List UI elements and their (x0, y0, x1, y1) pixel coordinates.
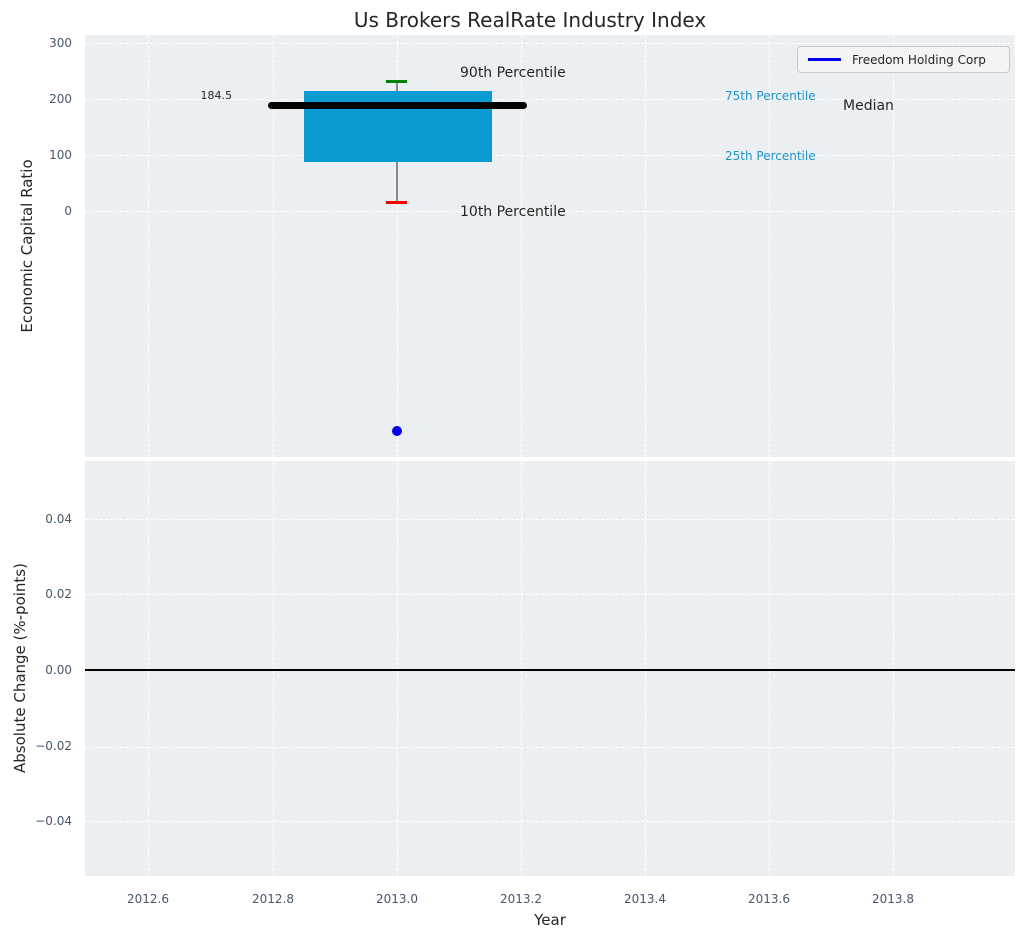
x-tick-label: 2012.6 (127, 892, 169, 906)
y-axis-label-bottom: Absolute Change (%-points) (11, 563, 29, 773)
gridline-h-0 (85, 211, 1015, 212)
x-tick-label: 2013.2 (500, 892, 542, 906)
y-tick-label: 0 (64, 204, 72, 218)
cap-90th-percentile (386, 80, 407, 83)
legend-line-swatch (808, 58, 841, 61)
x-tick-label: 2012.8 (252, 892, 294, 906)
gridline-h-0.04 (85, 519, 1015, 520)
y-tick-label: 0.04 (45, 512, 72, 526)
gridline-h-200 (85, 99, 1015, 100)
gridline-v-2013.2 (521, 35, 522, 457)
y-tick-label: 0.02 (45, 587, 72, 601)
legend: Freedom Holding Corp (797, 46, 1010, 73)
y-axis-label-top: Economic Capital Ratio (18, 159, 36, 333)
gridline-v-2013.4 (645, 461, 646, 876)
y-tick-label: 300 (49, 36, 72, 50)
gridline-v-2013.0 (397, 35, 398, 457)
gridline-v-2012.8 (273, 461, 274, 876)
y-tick-label: 100 (49, 148, 72, 162)
annotation-median: Median (843, 98, 894, 114)
gridline-h--0.04 (85, 821, 1015, 822)
chart-title: Us Brokers RealRate Industry Index (353, 8, 707, 32)
x-tick-label: 2013.8 (872, 892, 914, 906)
gridline-h-0.02 (85, 594, 1015, 595)
annotation-10th-percentile: 10th Percentile (460, 204, 566, 220)
gridline-v-2013.8 (893, 35, 894, 457)
y-tick-label: −0.04 (35, 814, 72, 828)
axes-absolute-change (85, 461, 1015, 876)
gridline-v-2013.6 (769, 461, 770, 876)
gridline-h--0.02 (85, 747, 1015, 748)
y-tick-label: −0.02 (35, 739, 72, 753)
gridline-v-2013.0 (397, 461, 398, 876)
x-axis-label: Year (534, 911, 566, 929)
gridline-v-2012.8 (273, 35, 274, 457)
annotation-90th-percentile: 90th Percentile (460, 65, 566, 81)
gridline-v-2013.8 (893, 461, 894, 876)
cap-10th-percentile (386, 201, 407, 204)
median-line (268, 102, 527, 109)
gridline-h-100 (85, 155, 1015, 156)
gridline-v-2013.4 (645, 35, 646, 457)
gridline-v-2012.6 (148, 35, 149, 457)
x-tick-label: 2013.4 (624, 892, 666, 906)
gridline-v-2013.6 (769, 35, 770, 457)
gridline-h-300 (85, 43, 1015, 44)
x-tick-label: 2013.0 (376, 892, 418, 906)
axes-economic-capital-ratio: 90th Percentile 10th Percentile 75th Per… (85, 35, 1015, 457)
x-tick-label: 2013.6 (748, 892, 790, 906)
annotation-median-value: 184.5 (200, 89, 233, 102)
zero-baseline (85, 669, 1015, 671)
y-tick-label: 200 (49, 92, 72, 106)
legend-label: Freedom Holding Corp (852, 52, 986, 67)
gridline-v-2013.2 (521, 461, 522, 876)
annotation-75th-percentile: 75th Percentile (725, 89, 816, 103)
company-data-point (392, 426, 402, 436)
y-tick-label: 0.00 (45, 663, 72, 677)
annotation-25th-percentile: 25th Percentile (725, 149, 816, 163)
gridline-v-2012.6 (148, 461, 149, 876)
